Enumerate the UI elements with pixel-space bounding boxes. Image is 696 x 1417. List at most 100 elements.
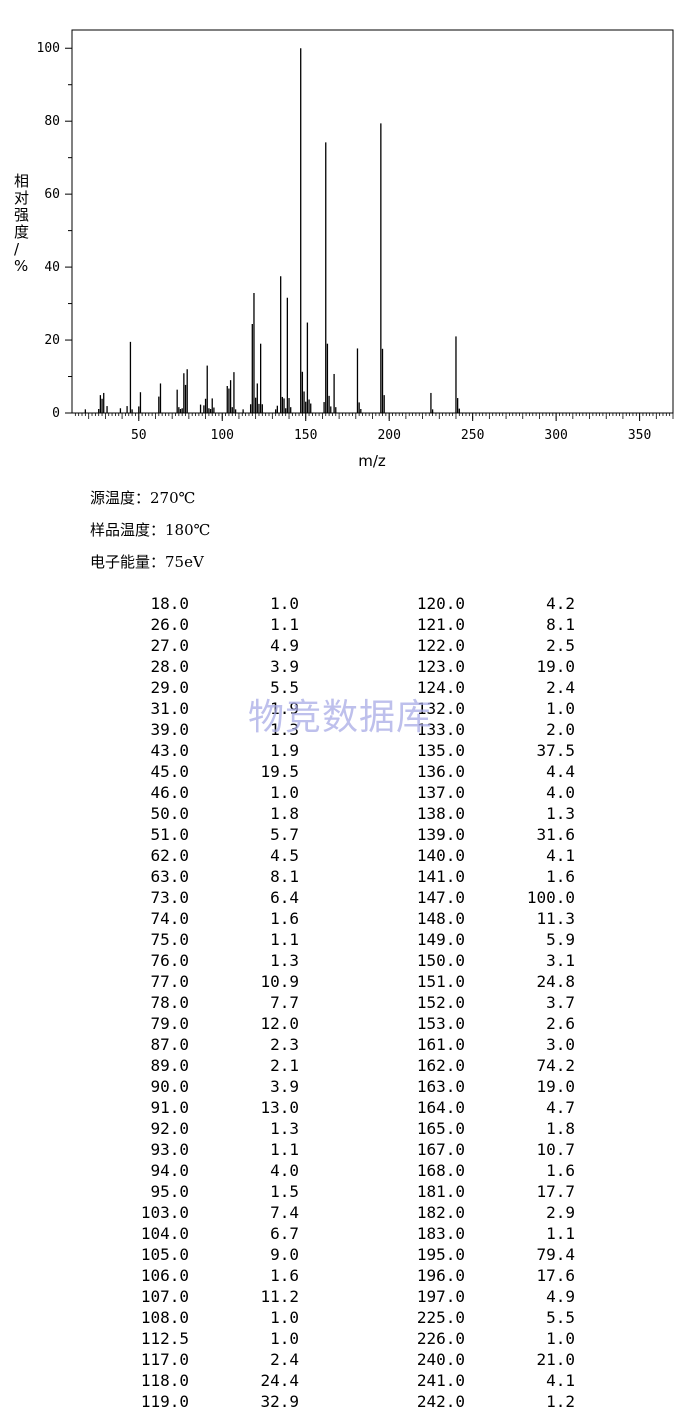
table-row: 241.0 4.1	[0, 1371, 696, 1392]
mz-value: 78.0	[150, 993, 189, 1012]
intensity-value: 4.4	[546, 762, 575, 781]
watermark: 物竞数据库	[248, 697, 434, 738]
mz-value: 75.0	[150, 930, 189, 949]
intensity-value: 1.3	[270, 951, 299, 970]
table-row: 103.0 7.4	[0, 1203, 696, 1224]
x-tick-label: 200	[377, 428, 400, 443]
y-tick-label: 80	[44, 114, 60, 129]
table-row: 162.0 74.2	[0, 1056, 696, 1077]
mz-value: 139.0	[416, 825, 465, 844]
table-row: 105.0 9.0	[0, 1245, 696, 1266]
intensity-value: 3.9	[270, 657, 299, 676]
mz-value: 63.0	[150, 867, 189, 886]
table-row: 124.0 2.4	[0, 678, 696, 699]
table-row: 107.0 11.2	[0, 1287, 696, 1308]
table-row: 94.0 4.0	[0, 1161, 696, 1182]
x-tick-label: 250	[461, 428, 484, 443]
intensity-value: 17.6	[536, 1266, 575, 1285]
mz-value: 161.0	[416, 1035, 465, 1054]
table-row: 118.0 24.4	[0, 1371, 696, 1392]
table-row: 112.5 1.0	[0, 1329, 696, 1350]
mz-value: 140.0	[416, 846, 465, 865]
intensity-value: 3.0	[546, 1035, 575, 1054]
mz-value: 141.0	[416, 867, 465, 886]
intensity-value: 11.3	[536, 909, 575, 928]
intensity-value: 5.5	[270, 678, 299, 697]
table-row: 46.0 1.0	[0, 783, 696, 804]
intensity-value: 8.1	[270, 867, 299, 886]
table-row: 152.0 3.7	[0, 993, 696, 1014]
mz-value: 106.0	[140, 1266, 189, 1285]
table-row: 153.0 2.6	[0, 1014, 696, 1035]
intensity-value: 9.0	[270, 1245, 299, 1264]
table-row: 138.0 1.3	[0, 804, 696, 825]
table-row: 164.0 4.7	[0, 1098, 696, 1119]
intensity-value: 31.6	[536, 825, 575, 844]
x-tick-label: 50	[131, 428, 147, 443]
table-row: 18.0 1.0	[0, 594, 696, 615]
intensity-value: 1.0	[270, 1308, 299, 1327]
intensity-value: 2.1	[270, 1056, 299, 1075]
table-row: 242.0 1.2	[0, 1392, 696, 1413]
intensity-value: 1.8	[546, 1119, 575, 1138]
mz-value: 29.0	[150, 678, 189, 697]
table-row: 147.0 100.0	[0, 888, 696, 909]
intensity-value: 21.0	[536, 1350, 575, 1369]
x-tick-label: 100	[211, 428, 234, 443]
intensity-value: 1.3	[546, 804, 575, 823]
mz-value: 90.0	[150, 1077, 189, 1096]
intensity-value: 5.9	[546, 930, 575, 949]
y-axis-label: 相对强度/%	[14, 172, 29, 275]
intensity-value: 2.0	[546, 720, 575, 739]
mz-value: 153.0	[416, 1014, 465, 1033]
table-row: 87.0 2.3	[0, 1035, 696, 1056]
mz-value: 95.0	[150, 1182, 189, 1201]
table-row: 140.0 4.1	[0, 846, 696, 867]
mz-value: 92.0	[150, 1119, 189, 1138]
table-row: 77.0 10.9	[0, 972, 696, 993]
table-row: 90.0 3.9	[0, 1077, 696, 1098]
mz-value: 123.0	[416, 657, 465, 676]
x-tick-label: 300	[544, 428, 567, 443]
mz-value: 27.0	[150, 636, 189, 655]
mz-value: 195.0	[416, 1245, 465, 1264]
intensity-value: 1.9	[270, 741, 299, 760]
table-row: 133.0 2.0	[0, 720, 696, 741]
intensity-value: 10.9	[260, 972, 299, 991]
mz-value: 28.0	[150, 657, 189, 676]
intensity-value: 2.5	[546, 636, 575, 655]
intensity-value: 1.6	[270, 1266, 299, 1285]
table-row: 63.0 8.1	[0, 867, 696, 888]
mz-value: 162.0	[416, 1056, 465, 1075]
y-tick-label: 60	[44, 187, 60, 202]
table-row: 121.0 8.1	[0, 615, 696, 636]
table-row: 45.0 19.5	[0, 762, 696, 783]
intensity-value: 6.7	[270, 1224, 299, 1243]
table-row: 195.0 79.4	[0, 1245, 696, 1266]
mz-value: 87.0	[150, 1035, 189, 1054]
table-row: 167.0 10.7	[0, 1140, 696, 1161]
intensity-value: 1.1	[270, 615, 299, 634]
table-row: 104.0 6.7	[0, 1224, 696, 1245]
mz-value: 50.0	[150, 804, 189, 823]
mz-value: 183.0	[416, 1224, 465, 1243]
mz-value: 119.0	[140, 1392, 189, 1411]
table-row: 151.0 24.8	[0, 972, 696, 993]
mz-value: 124.0	[416, 678, 465, 697]
mz-value: 151.0	[416, 972, 465, 991]
table-row: 108.0 1.0	[0, 1308, 696, 1329]
mz-value: 240.0	[416, 1350, 465, 1369]
intensity-value: 7.7	[270, 993, 299, 1012]
y-tick-label: 100	[37, 41, 60, 56]
intensity-value: 1.0	[270, 1329, 299, 1348]
mz-value: 163.0	[416, 1077, 465, 1096]
mz-value: 77.0	[150, 972, 189, 991]
intensity-value: 1.1	[270, 1140, 299, 1159]
table-row: 168.0 1.6	[0, 1161, 696, 1182]
mz-value: 73.0	[150, 888, 189, 907]
intensity-value: 37.5	[536, 741, 575, 760]
x-axis-label: m/z	[358, 452, 386, 470]
x-axis-ticks: 50 100 150 200 250 300 350	[74, 413, 674, 443]
mz-value: 226.0	[416, 1329, 465, 1348]
table-row: 141.0 1.6	[0, 867, 696, 888]
